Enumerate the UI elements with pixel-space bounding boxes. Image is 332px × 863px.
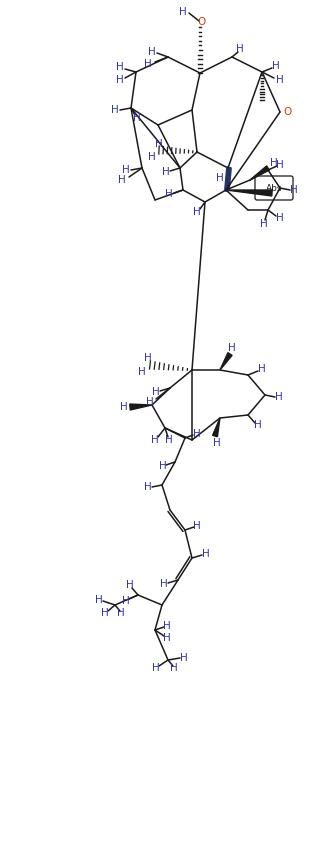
Text: H: H — [95, 595, 103, 605]
Text: H: H — [138, 367, 146, 377]
Text: H: H — [120, 402, 128, 412]
Polygon shape — [250, 166, 269, 180]
Text: H: H — [163, 633, 171, 643]
Text: H: H — [275, 392, 283, 402]
FancyBboxPatch shape — [255, 176, 293, 200]
Text: H: H — [144, 353, 152, 363]
Text: H: H — [116, 62, 124, 72]
Text: H: H — [179, 7, 187, 17]
Text: H: H — [148, 152, 156, 162]
Text: Abs: Abs — [266, 184, 282, 192]
Text: H: H — [180, 653, 188, 663]
Text: H: H — [193, 207, 201, 217]
Text: H: H — [216, 173, 224, 183]
Text: H: H — [152, 663, 160, 673]
Text: H: H — [163, 621, 171, 631]
Text: H: H — [126, 580, 134, 590]
Text: H: H — [260, 219, 268, 229]
Text: H: H — [152, 387, 160, 397]
Text: O: O — [197, 17, 205, 27]
Text: H: H — [276, 75, 284, 85]
Text: H: H — [258, 364, 266, 374]
Text: H: H — [111, 105, 119, 115]
Polygon shape — [212, 418, 220, 437]
Polygon shape — [220, 353, 232, 370]
Text: H: H — [155, 139, 163, 149]
Text: H: H — [144, 482, 152, 492]
Text: H: H — [228, 343, 236, 353]
Text: H: H — [146, 397, 154, 407]
Text: H: H — [101, 608, 109, 618]
Text: H: H — [122, 165, 130, 175]
Text: H: H — [165, 189, 173, 199]
Text: H: H — [236, 44, 244, 54]
Text: H: H — [193, 521, 201, 531]
Text: H: H — [254, 420, 262, 430]
Text: H: H — [117, 608, 125, 618]
Text: H: H — [148, 47, 156, 57]
Polygon shape — [130, 404, 152, 410]
Text: H: H — [290, 185, 298, 195]
Text: H: H — [116, 75, 124, 85]
Text: H: H — [270, 158, 278, 168]
Text: H: H — [162, 167, 170, 177]
Text: H: H — [213, 438, 221, 448]
Text: H: H — [159, 461, 167, 471]
Text: H: H — [276, 160, 284, 170]
Text: H: H — [160, 579, 168, 589]
Text: H: H — [272, 61, 280, 71]
Text: H: H — [165, 435, 173, 445]
Text: H: H — [122, 596, 130, 606]
Text: H: H — [202, 549, 210, 559]
Text: H: H — [118, 175, 126, 185]
Text: H: H — [144, 59, 152, 69]
Text: H: H — [133, 113, 141, 123]
Text: H: H — [170, 663, 178, 673]
Text: H: H — [276, 213, 284, 223]
Polygon shape — [226, 190, 272, 196]
Text: O: O — [284, 107, 292, 117]
Text: H: H — [193, 429, 201, 439]
Text: H: H — [151, 435, 159, 445]
